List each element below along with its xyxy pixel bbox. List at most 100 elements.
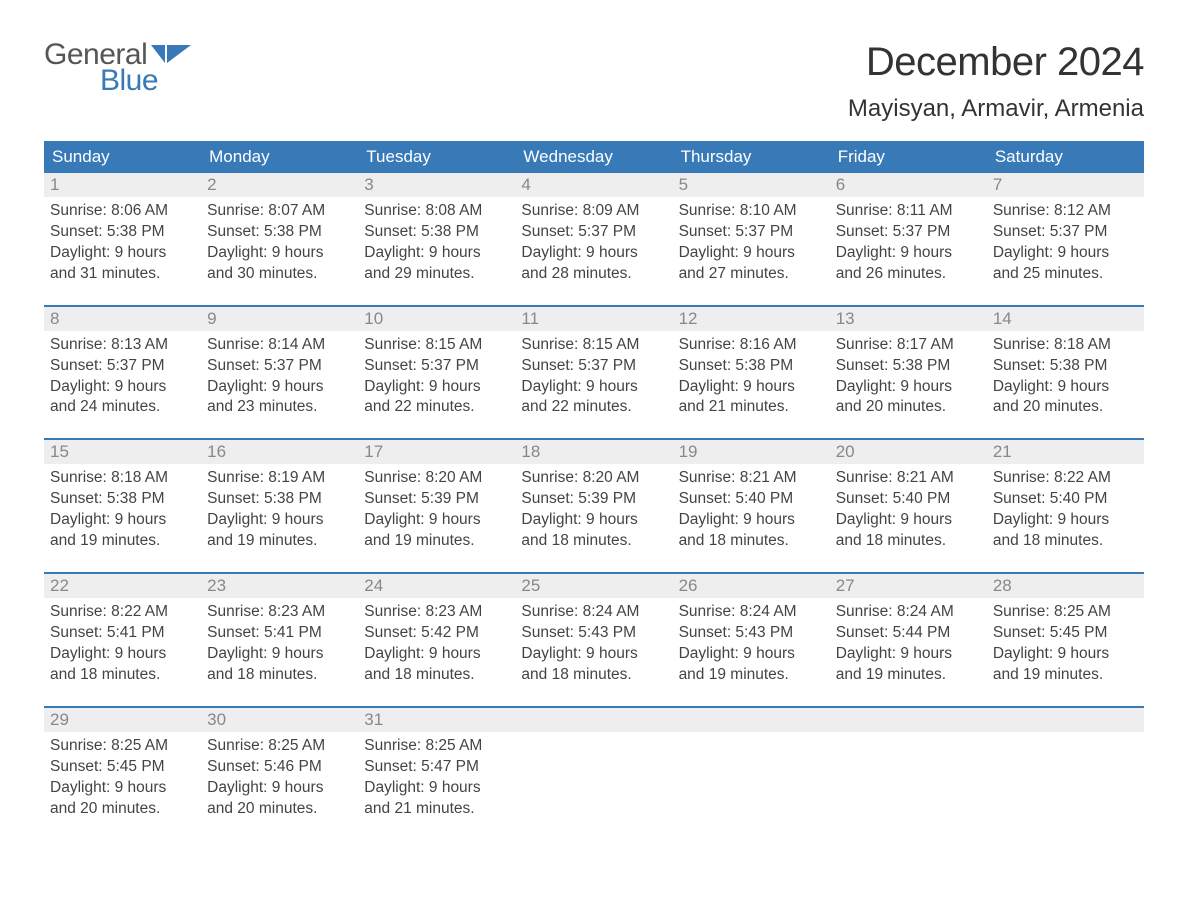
sunrise-line: Sunrise: 8:17 AM — [836, 335, 979, 356]
sunrise-line: Sunrise: 8:14 AM — [207, 335, 350, 356]
sunrise-line: Sunrise: 8:09 AM — [521, 201, 664, 222]
day-cell: Sunrise: 8:11 AMSunset: 5:37 PMDaylight:… — [830, 197, 987, 293]
day-number: 18 — [515, 440, 672, 464]
day-cell: Sunrise: 8:25 AMSunset: 5:45 PMDaylight:… — [44, 732, 201, 828]
day-cell: Sunrise: 8:17 AMSunset: 5:38 PMDaylight:… — [830, 331, 987, 427]
daylight-line: Daylight: 9 hours and 19 minutes. — [364, 510, 507, 552]
daylight-line: Daylight: 9 hours and 18 minutes. — [679, 510, 822, 552]
day-cell: Sunrise: 8:12 AMSunset: 5:37 PMDaylight:… — [987, 197, 1144, 293]
day-number: 27 — [830, 574, 987, 598]
daylight-line: Daylight: 9 hours and 19 minutes. — [679, 644, 822, 686]
logo-text-blue: Blue — [100, 66, 193, 96]
daylight-line: Daylight: 9 hours and 18 minutes. — [993, 510, 1136, 552]
day-number: 2 — [201, 173, 358, 197]
day-number: 30 — [201, 708, 358, 732]
daylight-line: Daylight: 9 hours and 19 minutes. — [50, 510, 193, 552]
day-cell: Sunrise: 8:25 AMSunset: 5:45 PMDaylight:… — [987, 598, 1144, 694]
sunrise-line: Sunrise: 8:22 AM — [50, 602, 193, 623]
day-number: 1 — [44, 173, 201, 197]
day-cell: Sunrise: 8:14 AMSunset: 5:37 PMDaylight:… — [201, 331, 358, 427]
day-number: 16 — [201, 440, 358, 464]
day-number: 11 — [515, 307, 672, 331]
daylight-line: Daylight: 9 hours and 20 minutes. — [207, 778, 350, 820]
day-cell: Sunrise: 8:25 AMSunset: 5:47 PMDaylight:… — [358, 732, 515, 828]
sunrise-line: Sunrise: 8:22 AM — [993, 468, 1136, 489]
location-text: Mayisyan, Armavir, Armenia — [848, 95, 1144, 123]
day-number: 20 — [830, 440, 987, 464]
sunset-line: Sunset: 5:43 PM — [521, 623, 664, 644]
daylight-line: Daylight: 9 hours and 27 minutes. — [679, 243, 822, 285]
weekday-header: Monday — [201, 141, 358, 173]
sunrise-line: Sunrise: 8:15 AM — [364, 335, 507, 356]
sunrise-line: Sunrise: 8:25 AM — [993, 602, 1136, 623]
day-cell: Sunrise: 8:24 AMSunset: 5:44 PMDaylight:… — [830, 598, 987, 694]
sunset-line: Sunset: 5:38 PM — [836, 356, 979, 377]
daylight-line: Daylight: 9 hours and 19 minutes. — [836, 644, 979, 686]
daylight-line: Daylight: 9 hours and 18 minutes. — [521, 510, 664, 552]
daylight-line: Daylight: 9 hours and 21 minutes. — [364, 778, 507, 820]
day-cell: Sunrise: 8:20 AMSunset: 5:39 PMDaylight:… — [358, 464, 515, 560]
sunset-line: Sunset: 5:40 PM — [993, 489, 1136, 510]
sunrise-line: Sunrise: 8:23 AM — [364, 602, 507, 623]
calendar-week: 22232425262728Sunrise: 8:22 AMSunset: 5:… — [44, 572, 1144, 694]
day-cell: Sunrise: 8:18 AMSunset: 5:38 PMDaylight:… — [44, 464, 201, 560]
sunset-line: Sunset: 5:42 PM — [364, 623, 507, 644]
sunset-line: Sunset: 5:41 PM — [207, 623, 350, 644]
sunrise-line: Sunrise: 8:23 AM — [207, 602, 350, 623]
sunrise-line: Sunrise: 8:15 AM — [521, 335, 664, 356]
sunset-line: Sunset: 5:37 PM — [836, 222, 979, 243]
day-cell: Sunrise: 8:21 AMSunset: 5:40 PMDaylight:… — [830, 464, 987, 560]
day-cell: Sunrise: 8:16 AMSunset: 5:38 PMDaylight:… — [673, 331, 830, 427]
sunset-line: Sunset: 5:37 PM — [207, 356, 350, 377]
daylight-line: Daylight: 9 hours and 29 minutes. — [364, 243, 507, 285]
day-number: 29 — [44, 708, 201, 732]
day-number: 31 — [358, 708, 515, 732]
daylight-line: Daylight: 9 hours and 23 minutes. — [207, 377, 350, 419]
daynum-row: 1234567 — [44, 173, 1144, 197]
sunrise-line: Sunrise: 8:12 AM — [993, 201, 1136, 222]
sunrise-line: Sunrise: 8:18 AM — [50, 468, 193, 489]
sunrise-line: Sunrise: 8:24 AM — [521, 602, 664, 623]
daylight-line: Daylight: 9 hours and 30 minutes. — [207, 243, 350, 285]
sunrise-line: Sunrise: 8:19 AM — [207, 468, 350, 489]
daylight-line: Daylight: 9 hours and 18 minutes. — [364, 644, 507, 686]
sunset-line: Sunset: 5:45 PM — [993, 623, 1136, 644]
sunrise-line: Sunrise: 8:25 AM — [50, 736, 193, 757]
day-number: 23 — [201, 574, 358, 598]
day-number: 24 — [358, 574, 515, 598]
sunset-line: Sunset: 5:44 PM — [836, 623, 979, 644]
sunrise-line: Sunrise: 8:24 AM — [836, 602, 979, 623]
sunset-line: Sunset: 5:39 PM — [521, 489, 664, 510]
sunset-line: Sunset: 5:41 PM — [50, 623, 193, 644]
logo: General Blue — [44, 40, 193, 96]
sunset-line: Sunset: 5:46 PM — [207, 757, 350, 778]
sunset-line: Sunset: 5:47 PM — [364, 757, 507, 778]
sunrise-line: Sunrise: 8:20 AM — [364, 468, 507, 489]
title-block: December 2024 Mayisyan, Armavir, Armenia — [848, 40, 1144, 123]
daynum-row: 293031 — [44, 708, 1144, 732]
daylight-line: Daylight: 9 hours and 31 minutes. — [50, 243, 193, 285]
calendar-week: 1234567Sunrise: 8:06 AMSunset: 5:38 PMDa… — [44, 173, 1144, 293]
day-cell: Sunrise: 8:18 AMSunset: 5:38 PMDaylight:… — [987, 331, 1144, 427]
day-number: 12 — [673, 307, 830, 331]
sunset-line: Sunset: 5:39 PM — [364, 489, 507, 510]
sunset-line: Sunset: 5:38 PM — [50, 489, 193, 510]
daylight-line: Daylight: 9 hours and 19 minutes. — [207, 510, 350, 552]
weekday-header-row: SundayMondayTuesdayWednesdayThursdayFrid… — [44, 141, 1144, 173]
day-number — [515, 708, 672, 732]
day-number: 19 — [673, 440, 830, 464]
calendar-week: 15161718192021Sunrise: 8:18 AMSunset: 5:… — [44, 438, 1144, 560]
day-number: 8 — [44, 307, 201, 331]
daylight-line: Daylight: 9 hours and 18 minutes. — [521, 644, 664, 686]
sunset-line: Sunset: 5:38 PM — [679, 356, 822, 377]
sunrise-line: Sunrise: 8:18 AM — [993, 335, 1136, 356]
daynum-row: 22232425262728 — [44, 574, 1144, 598]
sunset-line: Sunset: 5:38 PM — [364, 222, 507, 243]
day-number: 6 — [830, 173, 987, 197]
sunrise-line: Sunrise: 8:16 AM — [679, 335, 822, 356]
day-cell: Sunrise: 8:15 AMSunset: 5:37 PMDaylight:… — [358, 331, 515, 427]
daylight-line: Daylight: 9 hours and 18 minutes. — [207, 644, 350, 686]
day-cell: Sunrise: 8:23 AMSunset: 5:41 PMDaylight:… — [201, 598, 358, 694]
daylight-line: Daylight: 9 hours and 20 minutes. — [50, 778, 193, 820]
sunrise-line: Sunrise: 8:24 AM — [679, 602, 822, 623]
